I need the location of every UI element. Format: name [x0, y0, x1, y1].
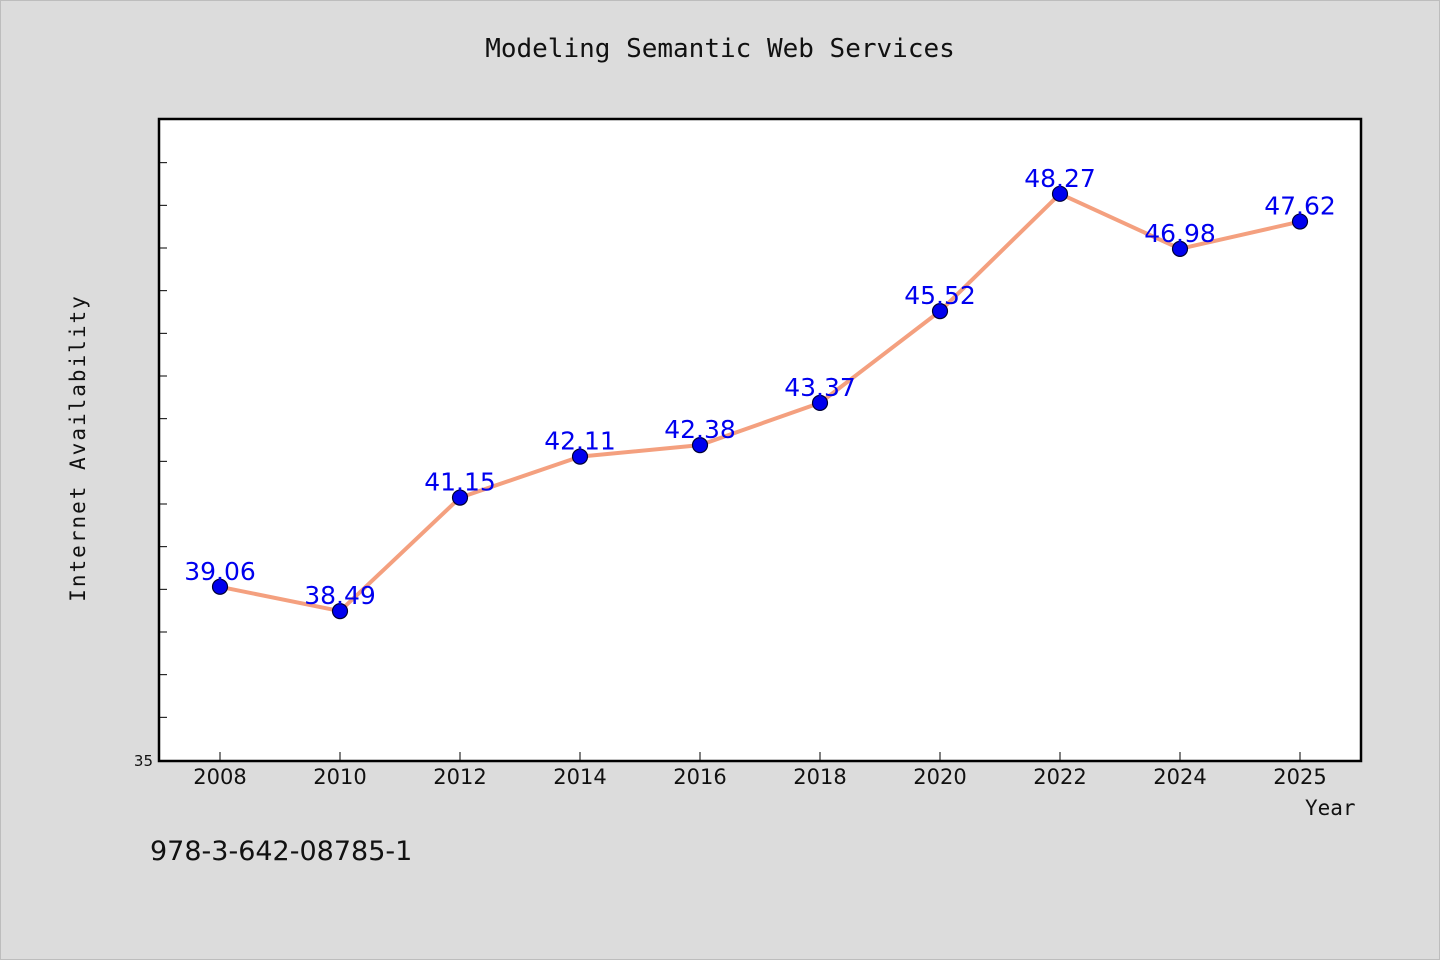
data-label: 47.62	[1264, 192, 1336, 221]
x-tick-label: 2024	[1153, 765, 1206, 789]
isbn-text: 978-3-642-08785-1	[150, 836, 413, 867]
x-tick-label: 2018	[793, 765, 846, 789]
data-label: 48.27	[1024, 164, 1096, 193]
data-label: 41.15	[424, 468, 496, 497]
data-point	[931, 303, 949, 320]
data-point	[331, 602, 349, 620]
data-point	[571, 448, 589, 465]
data-label: 42.11	[544, 427, 616, 456]
chart-title: Modeling Semantic Web Services	[485, 34, 955, 64]
data-point	[1051, 185, 1069, 202]
x-tick-label: 2012	[433, 765, 486, 789]
data-point	[811, 394, 829, 411]
plot-area	[157, 117, 1363, 763]
x-tick-label: 2020	[913, 765, 966, 789]
data-label: 38.49	[304, 581, 376, 610]
series-group: 39.06 38.49 41.15 42.11 42.38 43.37 45.52 48.27…	[184, 164, 1336, 620]
data-label: 43.37	[784, 373, 856, 402]
data-label: 45.52	[904, 281, 976, 310]
data-point	[691, 437, 709, 454]
x-tick-label: 2022	[1033, 765, 1086, 789]
x-tick-label: 2016	[673, 765, 726, 789]
y-axis-ticks: 35	[134, 162, 167, 770]
x-tick-label: 2008	[193, 765, 246, 789]
data-label: 39.06	[184, 557, 256, 586]
series-line	[218, 191, 1302, 614]
data-label: 42.38	[664, 415, 736, 444]
data-point	[1291, 213, 1309, 230]
y-tick-label: 35	[134, 752, 153, 770]
x-tick-label: 2014	[553, 765, 606, 789]
data-point	[211, 578, 229, 595]
x-tick-label: 2025	[1273, 765, 1326, 789]
x-axis-label: Year	[1305, 796, 1356, 820]
data-label: 46.98	[1144, 219, 1216, 248]
x-axis-ticks: 2008 2010 2012 2014 2016 2018 2020 2022 2024 2025	[193, 752, 1327, 789]
data-point	[1171, 240, 1189, 257]
x-tick-label: 2010	[313, 765, 366, 789]
data-point	[451, 489, 469, 506]
